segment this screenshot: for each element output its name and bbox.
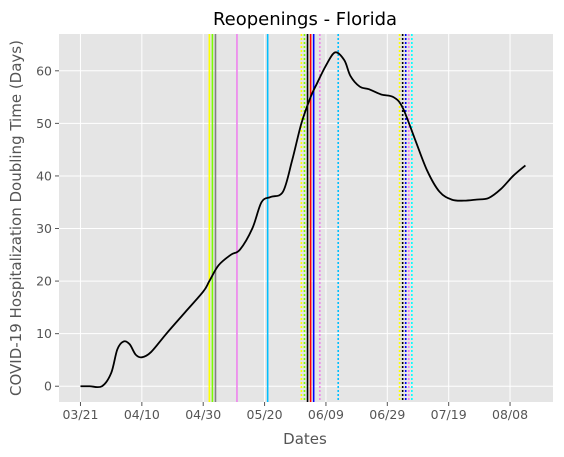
y-tick-label: 50 (36, 116, 52, 131)
x-axis-ticks: 03/21 04/10 04/30 05/20 06/09 06/29 07/19 08/08 (62, 402, 528, 422)
doubling-time-line (80, 51, 526, 389)
y-tick-label: 10 (36, 326, 52, 341)
y-axis-ticks: 0 10 20 30 40 50 60 (36, 63, 59, 394)
chart-title: Reopenings - Florida (213, 9, 397, 30)
y-tick-label: 40 (36, 168, 52, 183)
x-tick-label: 08/08 (492, 407, 528, 422)
x-tick-label: 05/20 (247, 407, 283, 422)
reopening-markers (208, 34, 413, 402)
y-axis-label: COVID-19 Hospitalization Doubling Time (… (7, 40, 25, 396)
x-axis-label: Dates (283, 430, 327, 448)
series-layer (80, 51, 526, 389)
x-tick-label: 06/09 (308, 407, 344, 422)
y-tick-label: 30 (36, 221, 52, 236)
x-tick-label: 04/30 (185, 407, 221, 422)
y-tick-label: 0 (44, 379, 52, 394)
plot-area (59, 34, 553, 402)
x-tick-label: 06/29 (369, 407, 405, 422)
y-tick-label: 20 (36, 274, 52, 289)
y-tick-label: 60 (36, 63, 52, 78)
x-tick-label: 03/21 (62, 407, 98, 422)
x-tick-label: 07/19 (431, 407, 467, 422)
x-tick-label: 04/10 (124, 407, 160, 422)
